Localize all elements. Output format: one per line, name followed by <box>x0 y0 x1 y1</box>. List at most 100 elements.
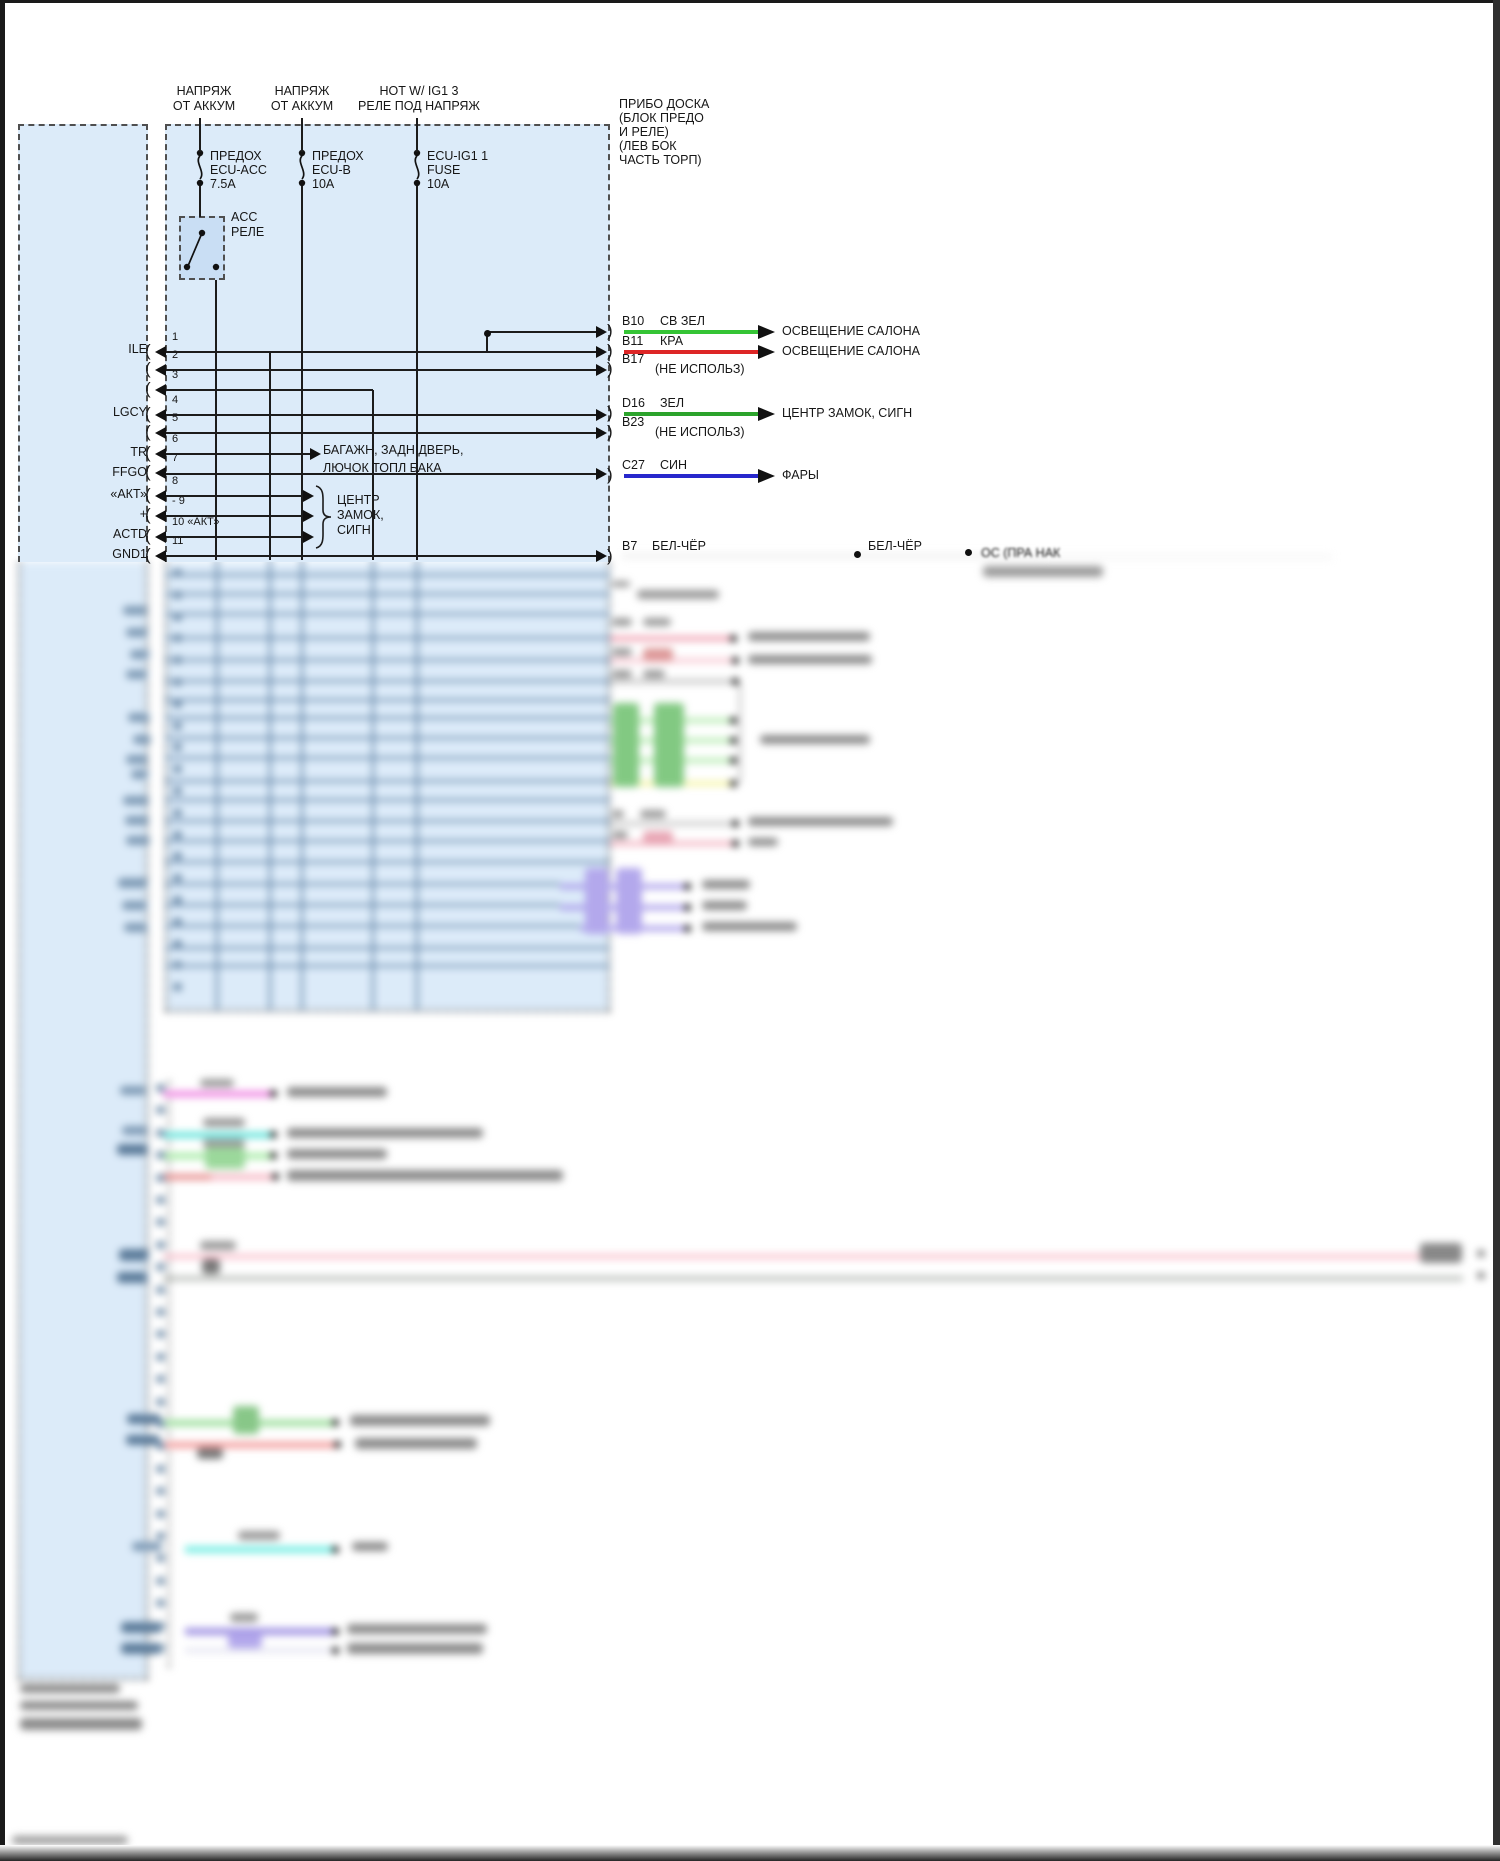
pin-id: B23 <box>622 415 645 429</box>
blurred-text <box>352 1542 388 1551</box>
fuse-icon <box>294 148 310 188</box>
junction-dot <box>729 756 737 764</box>
wire-line <box>166 351 596 353</box>
arrow-right-icon <box>303 510 314 522</box>
blurred-text <box>287 1087 387 1097</box>
wire-line <box>165 574 610 576</box>
arrow-left-icon <box>155 550 166 562</box>
blurred-text <box>748 838 778 846</box>
blurred-wire <box>185 1648 335 1653</box>
blurred-text <box>1477 1272 1485 1279</box>
pin-stub <box>156 1285 165 1294</box>
wire-line <box>199 186 201 217</box>
arrow-right-icon <box>303 531 314 543</box>
pin-stub <box>173 917 182 926</box>
pin-stub <box>156 1397 165 1406</box>
wire-arrowhead-icon <box>758 469 775 483</box>
wire-line <box>166 369 596 371</box>
blurred-text <box>228 1634 262 1648</box>
blurred-text <box>347 1643 483 1654</box>
junction-dot <box>331 1418 339 1426</box>
blurred-text <box>347 1624 487 1634</box>
central-lock-note-line: ЦЕНТР <box>337 493 380 507</box>
junction-dot <box>731 656 739 664</box>
fuse-label-line: 7.5A <box>210 177 236 191</box>
arrow-right-icon <box>596 409 607 421</box>
wire-line <box>165 613 610 615</box>
junction-dot <box>271 1172 279 1180</box>
blurred-text <box>287 1128 483 1138</box>
connector-bracket: ( <box>145 526 151 545</box>
pin-stub <box>156 1084 165 1092</box>
blurred-text <box>654 703 684 787</box>
blurred-text <box>637 590 719 599</box>
pin-label: + <box>139 507 147 521</box>
connector-bracket: ( <box>145 462 151 481</box>
left-component-box-lower <box>18 562 148 1680</box>
pin-label: LGCY <box>112 405 147 419</box>
pin-stub <box>156 1151 165 1160</box>
wire-line <box>165 593 610 595</box>
blurred-text <box>616 868 642 934</box>
pin-id: B17 <box>622 352 645 366</box>
fuse-label-line: ECU-B <box>312 163 351 177</box>
blurred-pin-label <box>125 816 149 825</box>
wire-line <box>166 473 596 475</box>
wire-line <box>487 331 596 333</box>
pin-stub <box>173 743 182 752</box>
blurred-wire <box>610 658 735 663</box>
blurred-text <box>203 1118 245 1127</box>
blurred-text <box>640 810 666 818</box>
blurred-text <box>612 810 624 818</box>
feed-label-line: РЕЛЕ ПОД НАПРЯЖ <box>358 99 480 113</box>
arrow-left-icon <box>155 531 166 543</box>
fuse-label-line: 10A <box>312 177 335 191</box>
wire-arrowhead-icon <box>758 325 775 339</box>
component-label-line: ПРИБО ДОСКА <box>619 97 710 111</box>
trunk-note-line: ЛЮЧОК ТОПЛ БАКА <box>323 461 442 475</box>
left-component-box <box>18 124 148 562</box>
blurred-wire <box>1042 554 1332 560</box>
wire-line <box>165 637 610 639</box>
wire-color-label: СВ ЗЕЛ <box>660 314 705 328</box>
fuse-label: ECU-IG1 1 FUSE 10A <box>427 149 488 191</box>
wire-line <box>166 453 310 455</box>
wire-line <box>486 333 488 353</box>
pin-stub <box>156 1308 165 1316</box>
blurred-wire <box>610 636 733 641</box>
wire-color-label-repeat: БЕЛ-ЧЁР <box>868 539 922 553</box>
junction-dot <box>731 677 739 685</box>
blurred-text <box>238 1531 280 1540</box>
pin-stub <box>156 1375 165 1384</box>
blurred-text <box>760 735 870 744</box>
unused-note: (НЕ ИСПОЛЬЗ) <box>655 362 745 376</box>
blurred-text <box>702 901 747 910</box>
connector-bracket: ( <box>145 505 151 524</box>
pin-stub <box>173 569 182 577</box>
wire-line <box>166 495 303 497</box>
blurred-text <box>643 618 671 626</box>
wire-destination: ЦЕНТР ЗАМОК, СИГН <box>782 406 913 420</box>
wire-line <box>372 390 374 560</box>
blurred-text <box>702 922 797 931</box>
wire-line <box>165 947 610 949</box>
pin-stub <box>156 1532 165 1540</box>
wire-arrowhead-icon <box>758 345 775 359</box>
pin-stub <box>156 1487 165 1496</box>
junction-dot <box>331 1545 339 1553</box>
arrow-left-icon <box>155 467 166 479</box>
wire-color-label: БЕЛ-ЧЁР <box>652 539 706 553</box>
blurred-wire <box>163 1174 275 1180</box>
wire-line <box>269 352 271 560</box>
connector-bracket: ( <box>145 443 151 462</box>
junction-dot <box>331 1646 339 1654</box>
wire-line <box>165 717 610 719</box>
blurred-pin-label <box>130 650 150 659</box>
arrow-right-icon <box>303 490 314 502</box>
wire-destination: ОСВЕЩЕНИЕ САЛОНА <box>782 324 920 338</box>
junction-dot <box>729 736 737 744</box>
blurred-pin-label <box>120 1086 146 1095</box>
pin-stub <box>173 787 182 795</box>
pin-number: 1 <box>172 331 179 343</box>
pin-stub <box>156 1196 165 1204</box>
